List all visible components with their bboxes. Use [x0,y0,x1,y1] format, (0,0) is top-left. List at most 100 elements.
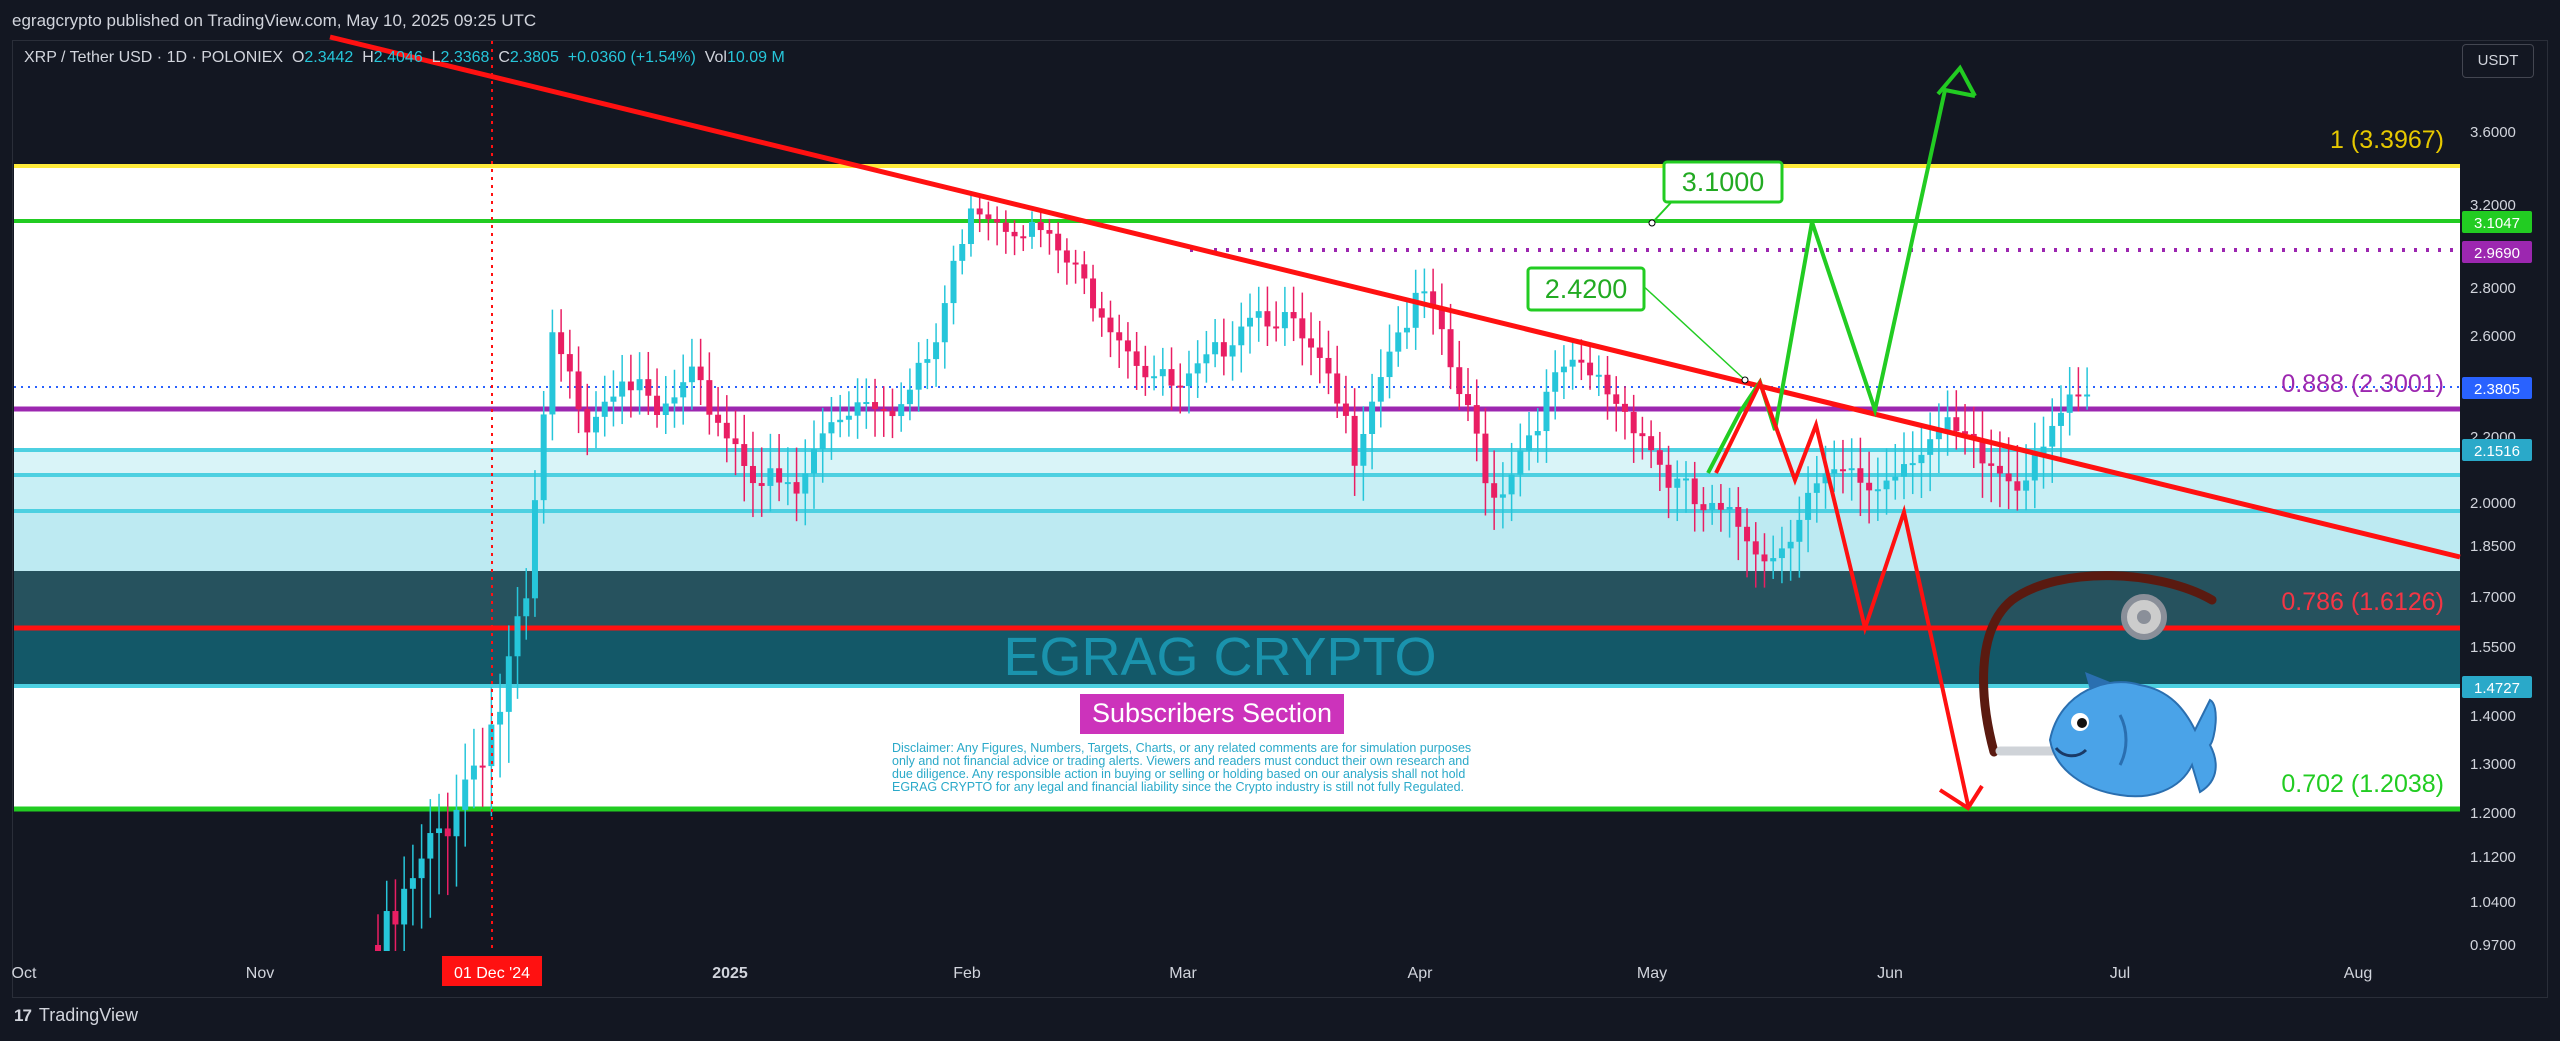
candle-body [427,833,434,859]
subscribers-badge-bg [1080,694,1344,734]
candle-body [462,779,469,810]
candle-body [1185,373,1192,387]
callout-2420-box[interactable] [1526,266,1646,312]
candle-body [1700,504,1707,511]
candle-body [1055,233,1062,251]
rod-reel-center [2137,610,2151,624]
candle-body [1587,362,1594,376]
time-tick-label: Jul [2110,965,2130,982]
candle-body [1552,372,1559,392]
subscribers-section-label[interactable]: Subscribers Section [1092,698,1332,728]
price-badge-bg [2462,211,2532,233]
fishing-rod [1979,571,2217,757]
candle-body [1962,431,1969,434]
time-tick-label: 2025 [712,965,748,982]
candlestick-series [375,195,2091,951]
candle-body [401,888,408,925]
candle-body [1316,347,1323,358]
candle-body [409,878,416,889]
candle-body [662,403,669,415]
candle-body [470,765,477,780]
candle-body [1822,473,1829,484]
candle-body [1996,465,2003,474]
candle-body [1412,292,1419,328]
candle-body [1691,478,1698,505]
candle-body [784,482,791,485]
candle-body [1308,338,1315,348]
candle-body [1499,494,1506,498]
candle-body [1778,548,1785,559]
price-tick-label: 1.5500 [2470,639,2516,656]
high-value: 2.4046 [373,49,423,66]
candle-body [1473,405,1480,434]
callout-3100-box[interactable] [1662,160,1784,204]
candle-body [436,828,443,834]
disclaimer-line: Disclaimer: Any Figures, Numbers, Target… [892,741,1471,755]
candle-body [749,465,756,484]
candle-body [680,382,687,398]
candle-body [1072,262,1079,265]
candle-body [1848,468,1855,471]
cyan-zone [14,511,2460,571]
candle-body [1709,502,1716,511]
candle-body [732,438,739,445]
candle-body [1098,308,1105,318]
candle-body [645,379,652,396]
close-label: C [498,49,510,66]
candle-body [1604,374,1611,395]
candle-body [715,414,722,423]
candle-body [1194,363,1201,374]
fish-fin-icon [2085,672,2110,690]
candle-body [601,401,608,417]
candle-body [1377,377,1384,402]
candle-body [828,422,835,434]
candle-body [2084,394,2091,397]
candle-body [723,422,730,439]
fib-label-0888: 0.888 (2.3001) [2281,370,2444,398]
candle-body [793,482,800,494]
time-tick-label: Mar [1169,965,1197,982]
candle-body [1665,464,1672,488]
candle-body [566,354,573,372]
candle-body [1334,373,1341,404]
candle-body [854,402,861,416]
tradingview-brand[interactable]: 17 TradingView [14,1005,138,1026]
bearish-arrow-head [1938,784,1984,811]
candle-body [549,332,556,415]
currency-button[interactable]: USDT [2462,44,2534,78]
price-tick-label: 2.8000 [2470,280,2516,297]
candle-body [2023,480,2030,491]
candle-body [811,449,817,474]
candle-body [1046,230,1053,234]
candle-body [540,414,547,501]
time-tick-label: Aug [2344,965,2372,982]
price-axis[interactable]: 3.60003.20002.80002.60002.20002.00001.85… [2470,124,2516,954]
candle-body [1037,221,1044,231]
price-tick-label: 0.9700 [2470,937,2516,954]
volume-label: Vol [704,49,727,66]
price-badge: 2.9690 [2474,245,2520,262]
time-axis[interactable]: Oct Nov 01 Dec '24 2025 Feb Mar Apr May Jun Jul Au… [12,956,2373,986]
candle-body [1063,250,1070,263]
candle-body [1386,351,1393,378]
price-tick-label: 1.2000 [2470,805,2516,822]
fish-mouth-icon [2054,746,2088,758]
price-tick-label: 1.7000 [2470,589,2516,606]
price-tick-label: 1.0400 [2470,894,2516,911]
candle-body [994,219,1001,223]
candle-body [915,362,922,390]
candle-body [967,208,974,245]
disclaimer-line: due diligence. Any responsible action in… [892,767,1465,781]
fib-label-1: 1 (3.3967) [2330,126,2444,154]
price-tick-label: 1.3000 [2470,756,2516,773]
candle-body [941,303,948,343]
candle-body [889,410,896,417]
candle-body [1281,312,1288,329]
candle-body [1124,340,1131,352]
candle-body [837,419,844,423]
candle-body [1430,291,1437,309]
high-label: H [362,49,374,66]
candle-body [1805,492,1812,520]
zone-bands [14,166,2460,809]
